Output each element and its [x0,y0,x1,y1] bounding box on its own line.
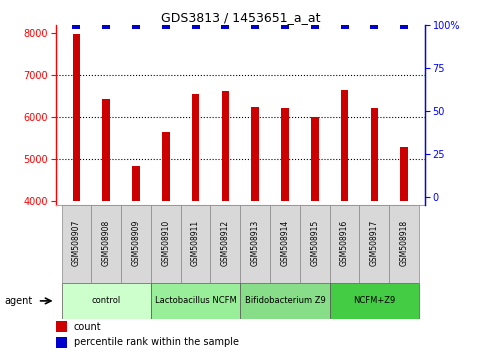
Bar [56,321,67,332]
Text: control: control [92,296,121,306]
Bar [61,205,91,283]
Text: NCFM+Z9: NCFM+Z9 [353,296,396,306]
Point [311,22,319,28]
Bar [330,283,419,319]
Text: GSM508914: GSM508914 [281,219,289,266]
Text: GSM508913: GSM508913 [251,219,260,266]
Bar [330,205,359,283]
Point [102,22,110,28]
Bar [222,91,229,201]
Bar [252,107,259,201]
Text: GSM508910: GSM508910 [161,219,170,266]
Text: agent: agent [5,296,33,306]
Point [162,22,170,28]
Point [341,22,348,28]
Bar [311,117,318,201]
Title: GDS3813 / 1453651_a_at: GDS3813 / 1453651_a_at [160,11,320,24]
Bar [151,205,181,283]
Bar [56,337,67,348]
Bar [61,283,151,319]
Point [72,22,80,28]
Bar [72,34,80,201]
Point [251,22,259,28]
Bar [281,108,289,201]
Point [132,22,140,28]
Text: percentile rank within the sample: percentile rank within the sample [73,337,239,348]
Bar [132,166,140,201]
Bar [370,108,378,201]
Bar [359,205,389,283]
Point [281,22,289,28]
Bar [270,205,300,283]
Bar [192,95,199,201]
Text: GSM508918: GSM508918 [399,219,409,266]
Bar [162,132,170,201]
Bar [241,205,270,283]
Text: GSM508915: GSM508915 [310,219,319,266]
Bar [181,205,211,283]
Text: GSM508916: GSM508916 [340,219,349,266]
Bar [400,147,408,201]
Text: GSM508911: GSM508911 [191,219,200,266]
Point [192,22,199,28]
Point [222,22,229,28]
Bar [341,90,348,201]
Text: GSM508907: GSM508907 [72,219,81,266]
Bar [91,205,121,283]
Point [370,22,378,28]
Text: GSM508908: GSM508908 [102,219,111,266]
Bar [389,205,419,283]
Text: Bifidobacterium Z9: Bifidobacterium Z9 [244,296,326,306]
Bar [241,283,330,319]
Text: Lactobacillus NCFM: Lactobacillus NCFM [155,296,237,306]
Bar [211,205,241,283]
Point [400,22,408,28]
Bar [121,205,151,283]
Bar [102,99,110,201]
Bar [151,283,241,319]
Text: GSM508917: GSM508917 [370,219,379,266]
Text: GSM508909: GSM508909 [131,219,141,266]
Text: count: count [73,321,101,332]
Text: GSM508912: GSM508912 [221,219,230,266]
Bar [300,205,330,283]
